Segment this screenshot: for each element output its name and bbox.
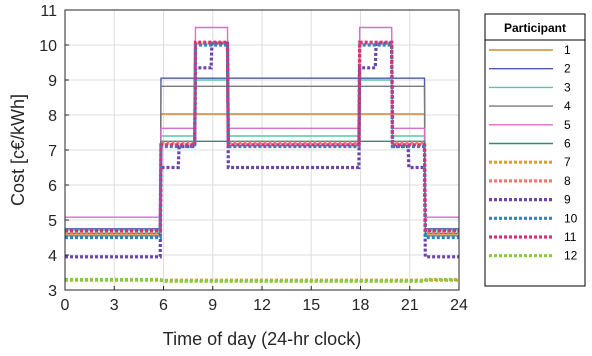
legend-item: 5	[489, 118, 571, 132]
series-line-4	[65, 85, 459, 237]
x-tick-label: 18	[352, 297, 370, 314]
legend-label: 9	[564, 193, 571, 207]
legend-item: 3	[489, 80, 571, 94]
grid	[64, 9, 460, 291]
x-tick-label: 0	[61, 297, 70, 314]
y-tick-label: 5	[48, 213, 57, 230]
legend-item: 1	[489, 43, 571, 57]
series-lines	[65, 26, 459, 283]
x-tick-label: 3	[110, 297, 119, 314]
y-tick-label: 10	[39, 38, 57, 55]
legend-item: 10	[489, 211, 578, 225]
y-tick-label: 7	[48, 143, 57, 160]
y-tick-label: 4	[48, 248, 57, 265]
y-tick-label: 8	[48, 108, 57, 125]
x-axis-label: Time of day (24-hr clock)	[163, 329, 361, 349]
legend-item: 7	[489, 155, 571, 169]
series-line-3	[65, 79, 459, 232]
x-tick-label: 15	[302, 297, 320, 314]
x-tick-label: 24	[450, 297, 468, 314]
x-tick-label: 6	[159, 297, 168, 314]
series-line-6	[65, 140, 459, 235]
legend-item: 4	[489, 99, 571, 113]
legend-box	[484, 13, 586, 287]
series-line-2	[65, 77, 459, 230]
legend-item: 6	[489, 137, 571, 151]
series-line-9	[65, 41, 459, 259]
legend-label: 11	[564, 230, 577, 244]
legend-item: 9	[489, 193, 571, 207]
y-tick-label: 3	[48, 283, 57, 300]
series-line-12	[65, 277, 459, 283]
legend-item: 2	[489, 62, 571, 76]
legend-item: 8	[489, 174, 571, 188]
legend-label: 2	[564, 62, 571, 76]
y-tick-label: 6	[48, 178, 57, 195]
legend-item: 11	[489, 230, 577, 244]
series-line-5	[65, 26, 459, 218]
legend-label: 1	[564, 43, 571, 57]
y-axis-label: Cost [c€/kWh]	[8, 94, 28, 206]
y-tick-label: 9	[48, 73, 57, 90]
legend-label: 4	[564, 99, 571, 113]
legend-label: 12	[564, 249, 578, 263]
legend-label: 8	[564, 174, 571, 188]
x-tick-label: 9	[208, 297, 217, 314]
legend-title: Participant	[504, 21, 566, 35]
series-line-10	[65, 43, 459, 240]
legend-label: 6	[564, 137, 571, 151]
legend-label: 3	[564, 80, 571, 94]
y-tick-label: 11	[40, 3, 57, 20]
series-line-11	[65, 40, 459, 233]
x-tick-label: 12	[253, 297, 271, 314]
legend-label: 10	[564, 211, 578, 225]
legend-label: 5	[564, 118, 571, 132]
legend-label: 7	[564, 155, 571, 169]
legend-item: 12	[489, 249, 578, 263]
x-tick-label: 21	[401, 297, 419, 314]
series-line-8	[65, 41, 459, 234]
